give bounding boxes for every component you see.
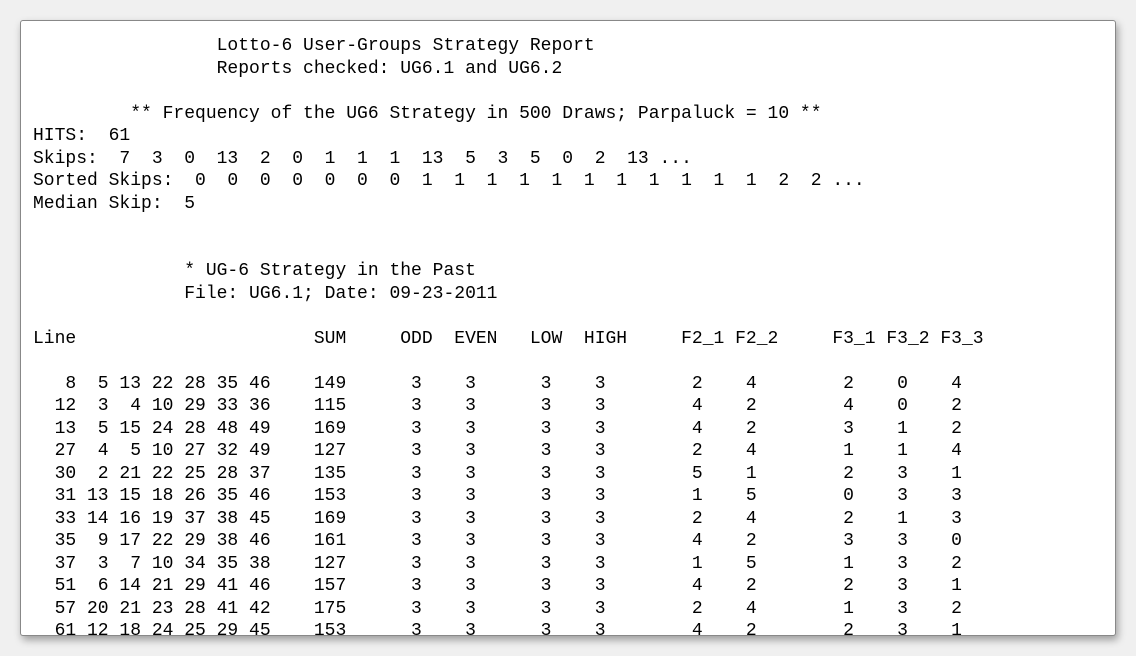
strategy-report: Lotto-6 User-Groups Strategy Report Repo… <box>20 20 1116 636</box>
